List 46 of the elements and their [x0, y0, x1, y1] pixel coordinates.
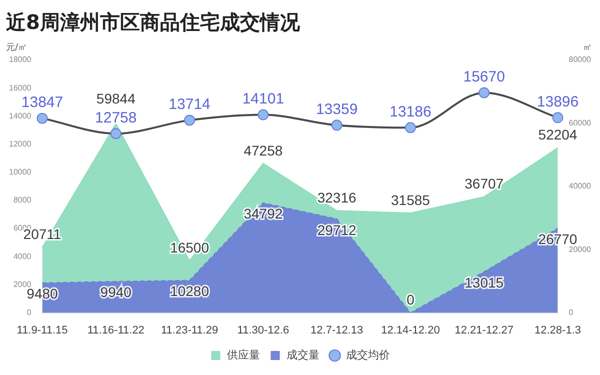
x-tick-label: 12.21-12.27 [454, 324, 514, 336]
y-tick-label: 8000 [13, 196, 32, 205]
x-tick-label: 11.9-11.15 [16, 324, 68, 336]
y2-tick-label: 60000 [568, 118, 592, 128]
data-label: 36707 [464, 176, 504, 192]
data-label: 9940 [100, 284, 132, 300]
x-tick-label: 11.23-11.29 [160, 324, 218, 336]
data-label: 32316 [317, 190, 356, 206]
y2-tick-label: 0 [568, 308, 574, 318]
y-tick-label: 18000 [8, 55, 32, 64]
data-label: 52204 [538, 126, 578, 143]
legend-label: 成交量 [286, 348, 320, 362]
legend-label: 成交均价 [346, 348, 390, 362]
data-label: 14101 [242, 90, 284, 108]
chart-title: 近8周漳州市区商品住宅成交情况 [5, 10, 301, 34]
y-tick-label: 12000 [8, 139, 32, 148]
x-tick-label: 12.14-12.20 [381, 324, 440, 336]
data-label: 10280 [170, 283, 210, 300]
y-tick-label: 16000 [8, 83, 32, 92]
data-label: 13359 [316, 100, 358, 118]
data-label: 59844 [96, 90, 136, 107]
data-label: 13186 [390, 103, 432, 120]
data-label: 0 [406, 292, 415, 308]
x-tick-label: 12.28-1.3 [534, 324, 581, 336]
data-label: 13714 [168, 96, 210, 113]
y-axis-title: 元/㎡ [6, 42, 28, 53]
data-label: 13896 [536, 93, 579, 110]
data-label: 15670 [463, 68, 505, 86]
x-tick-label: 11.16-11.22 [87, 324, 144, 336]
data-label: 26770 [538, 231, 578, 248]
data-label: 13015 [464, 274, 504, 291]
y-tick-label: 4000 [13, 252, 32, 261]
x-tick-label: 11.30-12.6 [237, 324, 290, 336]
y2-tick-label: 40000 [568, 182, 592, 191]
legend-label: 供应量 [226, 348, 260, 362]
x-tick-label: 12.7-12.13 [310, 324, 364, 336]
y-tick-label: 10000 [8, 168, 32, 177]
y2-tick-label: 80000 [568, 55, 592, 64]
y2-axis-title: ㎡ [583, 42, 592, 53]
data-label: 13847 [21, 94, 64, 111]
y-tick-label: 14000 [8, 111, 32, 120]
data-label: 31585 [390, 192, 430, 208]
y2-tick-label: 20000 [568, 244, 592, 254]
data-label: 12758 [95, 109, 137, 126]
y-tick-label: 0 [26, 308, 32, 318]
data-label: 47258 [244, 142, 283, 158]
